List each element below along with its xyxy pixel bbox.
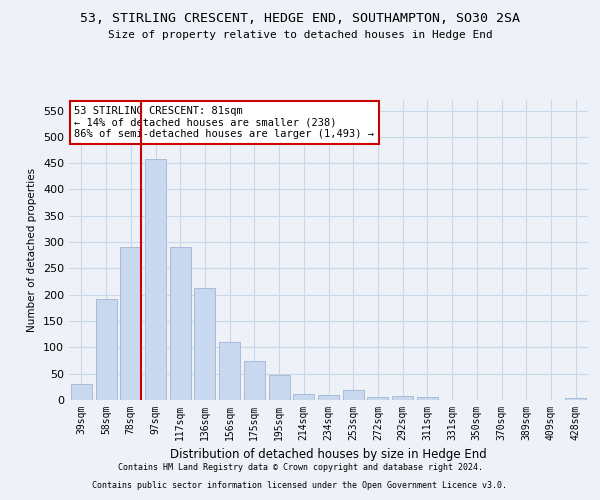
Text: 53, STIRLING CRESCENT, HEDGE END, SOUTHAMPTON, SO30 2SA: 53, STIRLING CRESCENT, HEDGE END, SOUTHA… xyxy=(80,12,520,26)
Bar xyxy=(145,159,166,400)
Bar xyxy=(244,361,265,400)
Bar xyxy=(565,398,586,400)
Text: Size of property relative to detached houses in Hedge End: Size of property relative to detached ho… xyxy=(107,30,493,40)
Bar xyxy=(367,397,388,400)
Bar xyxy=(293,394,314,400)
Bar xyxy=(392,396,413,400)
Bar xyxy=(194,288,215,400)
Bar xyxy=(318,394,339,400)
Bar xyxy=(269,376,290,400)
Bar xyxy=(219,342,240,400)
Text: 53 STIRLING CRESCENT: 81sqm
← 14% of detached houses are smaller (238)
86% of se: 53 STIRLING CRESCENT: 81sqm ← 14% of det… xyxy=(74,106,374,139)
Text: Contains HM Land Registry data © Crown copyright and database right 2024.: Contains HM Land Registry data © Crown c… xyxy=(118,464,482,472)
Bar xyxy=(120,248,141,400)
X-axis label: Distribution of detached houses by size in Hedge End: Distribution of detached houses by size … xyxy=(170,448,487,462)
Bar xyxy=(95,299,116,400)
Bar xyxy=(343,390,364,400)
Text: Contains public sector information licensed under the Open Government Licence v3: Contains public sector information licen… xyxy=(92,481,508,490)
Bar xyxy=(417,398,438,400)
Y-axis label: Number of detached properties: Number of detached properties xyxy=(28,168,37,332)
Bar xyxy=(170,248,191,400)
Bar xyxy=(71,384,92,400)
